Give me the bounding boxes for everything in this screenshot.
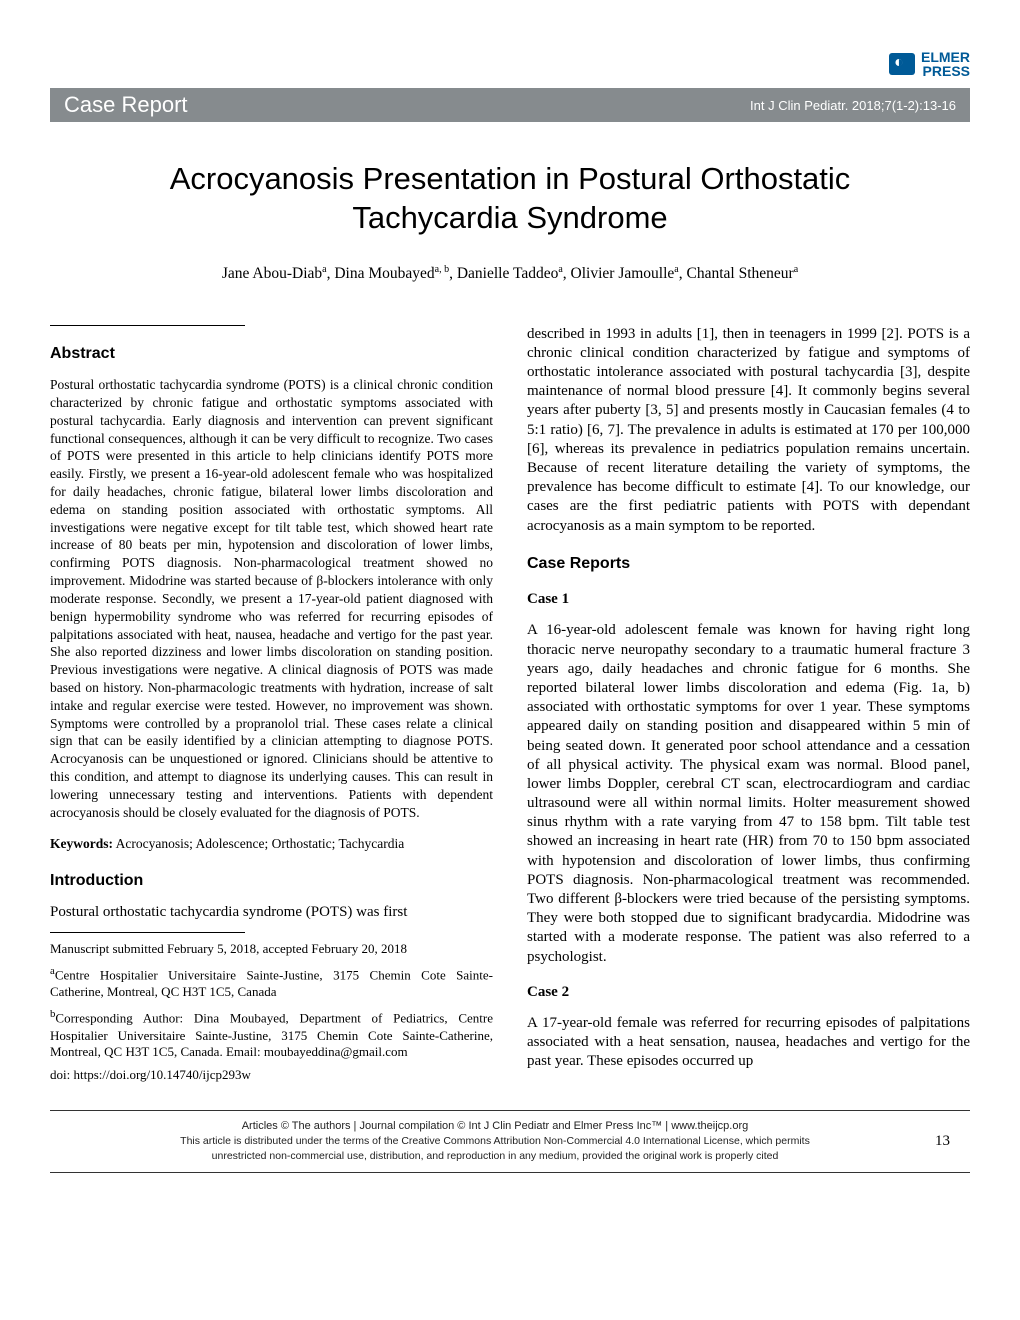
page-footer: Articles © The authors | Journal compila… [50, 1110, 970, 1173]
abstract-body: Postural orthostatic tachycardia syndrom… [50, 376, 493, 821]
manuscript-dates: Manuscript submitted February 5, 2018, a… [50, 941, 493, 958]
meta-rule [50, 932, 245, 933]
intro-p1: Postural orthostatic tachycardia syndrom… [50, 903, 493, 922]
elmer-press-icon [889, 53, 915, 75]
doi: doi: https://doi.org/10.14740/ijcp293w [50, 1067, 493, 1084]
article-title: Acrocyanosis Presentation in Postural Or… [110, 160, 910, 238]
manuscript-meta-block: Manuscript submitted February 5, 2018, a… [50, 932, 493, 1084]
abstract-rule-top [50, 325, 245, 326]
footer-line2: This article is distributed under the te… [70, 1134, 920, 1149]
case1-heading: Case 1 [527, 590, 970, 609]
footer-line1: Articles © The authors | Journal compila… [70, 1119, 920, 1134]
logo-row: ELMER PRESS [50, 50, 970, 80]
keywords-label: Keywords: [50, 836, 113, 851]
case2-heading: Case 2 [527, 983, 970, 1002]
case2-body: A 17-year-old female was referred for re… [527, 1014, 970, 1072]
authors-line: Jane Abou-Diaba, Dina Moubayeda, b, Dani… [50, 264, 970, 283]
page-number: 13 [920, 1133, 950, 1150]
publisher-logo: ELMER PRESS [889, 50, 970, 78]
keywords-line: Keywords: Acrocyanosis; Adolescence; Ort… [50, 835, 493, 852]
case1-body: A 16-year-old adolescent female was know… [527, 621, 970, 966]
body-columns: Abstract Postural orthostatic tachycardi… [50, 325, 970, 1086]
abstract-heading: Abstract [50, 344, 493, 364]
journal-citation: Int J Clin Pediatr. 2018;7(1-2):13-16 [750, 98, 956, 113]
case-reports-heading: Case Reports [527, 554, 970, 574]
footer-text: Articles © The authors | Journal compila… [70, 1119, 920, 1164]
article-page: ELMER PRESS Case Report Int J Clin Pedia… [50, 0, 970, 1203]
introduction-heading: Introduction [50, 871, 493, 891]
affiliation-b: bCorresponding Author: Dina Moubayed, De… [50, 1007, 493, 1061]
article-type: Case Report [64, 92, 188, 118]
keywords-text: Acrocyanosis; Adolescence; Orthostatic; … [113, 836, 404, 851]
logo-text: ELMER PRESS [921, 50, 970, 78]
intro-p2: described in 1993 in adults [1], then in… [527, 325, 970, 536]
header-bar: Case Report Int J Clin Pediatr. 2018;7(1… [50, 88, 970, 122]
affiliation-a: aCentre Hospitalier Universitaire Sainte… [50, 964, 493, 1001]
footer-line3: unrestricted non-commercial use, distrib… [70, 1149, 920, 1164]
logo-sub: PRESS [923, 63, 970, 79]
